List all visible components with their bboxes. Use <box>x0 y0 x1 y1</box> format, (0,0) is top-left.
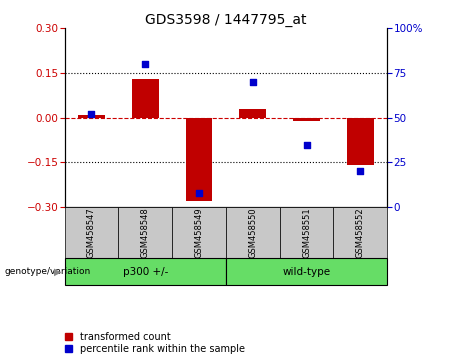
Bar <box>118 207 172 258</box>
Point <box>88 111 95 117</box>
Text: GSM458548: GSM458548 <box>141 207 150 258</box>
Bar <box>226 258 387 285</box>
Bar <box>293 118 320 121</box>
Point <box>303 142 310 147</box>
Bar <box>280 207 333 258</box>
Bar <box>239 109 266 118</box>
Text: GSM458552: GSM458552 <box>356 207 365 258</box>
Point <box>249 79 256 85</box>
Text: wild-type: wild-type <box>283 267 331 277</box>
Bar <box>65 258 226 285</box>
Point <box>357 169 364 174</box>
Title: GDS3598 / 1447795_at: GDS3598 / 1447795_at <box>145 13 307 27</box>
Text: genotype/variation: genotype/variation <box>5 267 91 276</box>
Text: ▶: ▶ <box>54 267 62 277</box>
Point <box>195 190 203 196</box>
Bar <box>132 79 159 118</box>
Text: p300 +/-: p300 +/- <box>123 267 168 277</box>
Text: GSM458551: GSM458551 <box>302 207 311 258</box>
Bar <box>185 118 213 201</box>
Bar <box>347 118 374 165</box>
Text: GSM458547: GSM458547 <box>87 207 96 258</box>
Bar <box>226 207 280 258</box>
Bar <box>65 207 118 258</box>
Bar <box>172 207 226 258</box>
Text: GSM458550: GSM458550 <box>248 207 257 258</box>
Legend: transformed count, percentile rank within the sample: transformed count, percentile rank withi… <box>65 332 245 354</box>
Text: GSM458549: GSM458549 <box>195 207 203 258</box>
Bar <box>78 115 105 118</box>
Bar <box>333 207 387 258</box>
Point <box>142 61 149 67</box>
